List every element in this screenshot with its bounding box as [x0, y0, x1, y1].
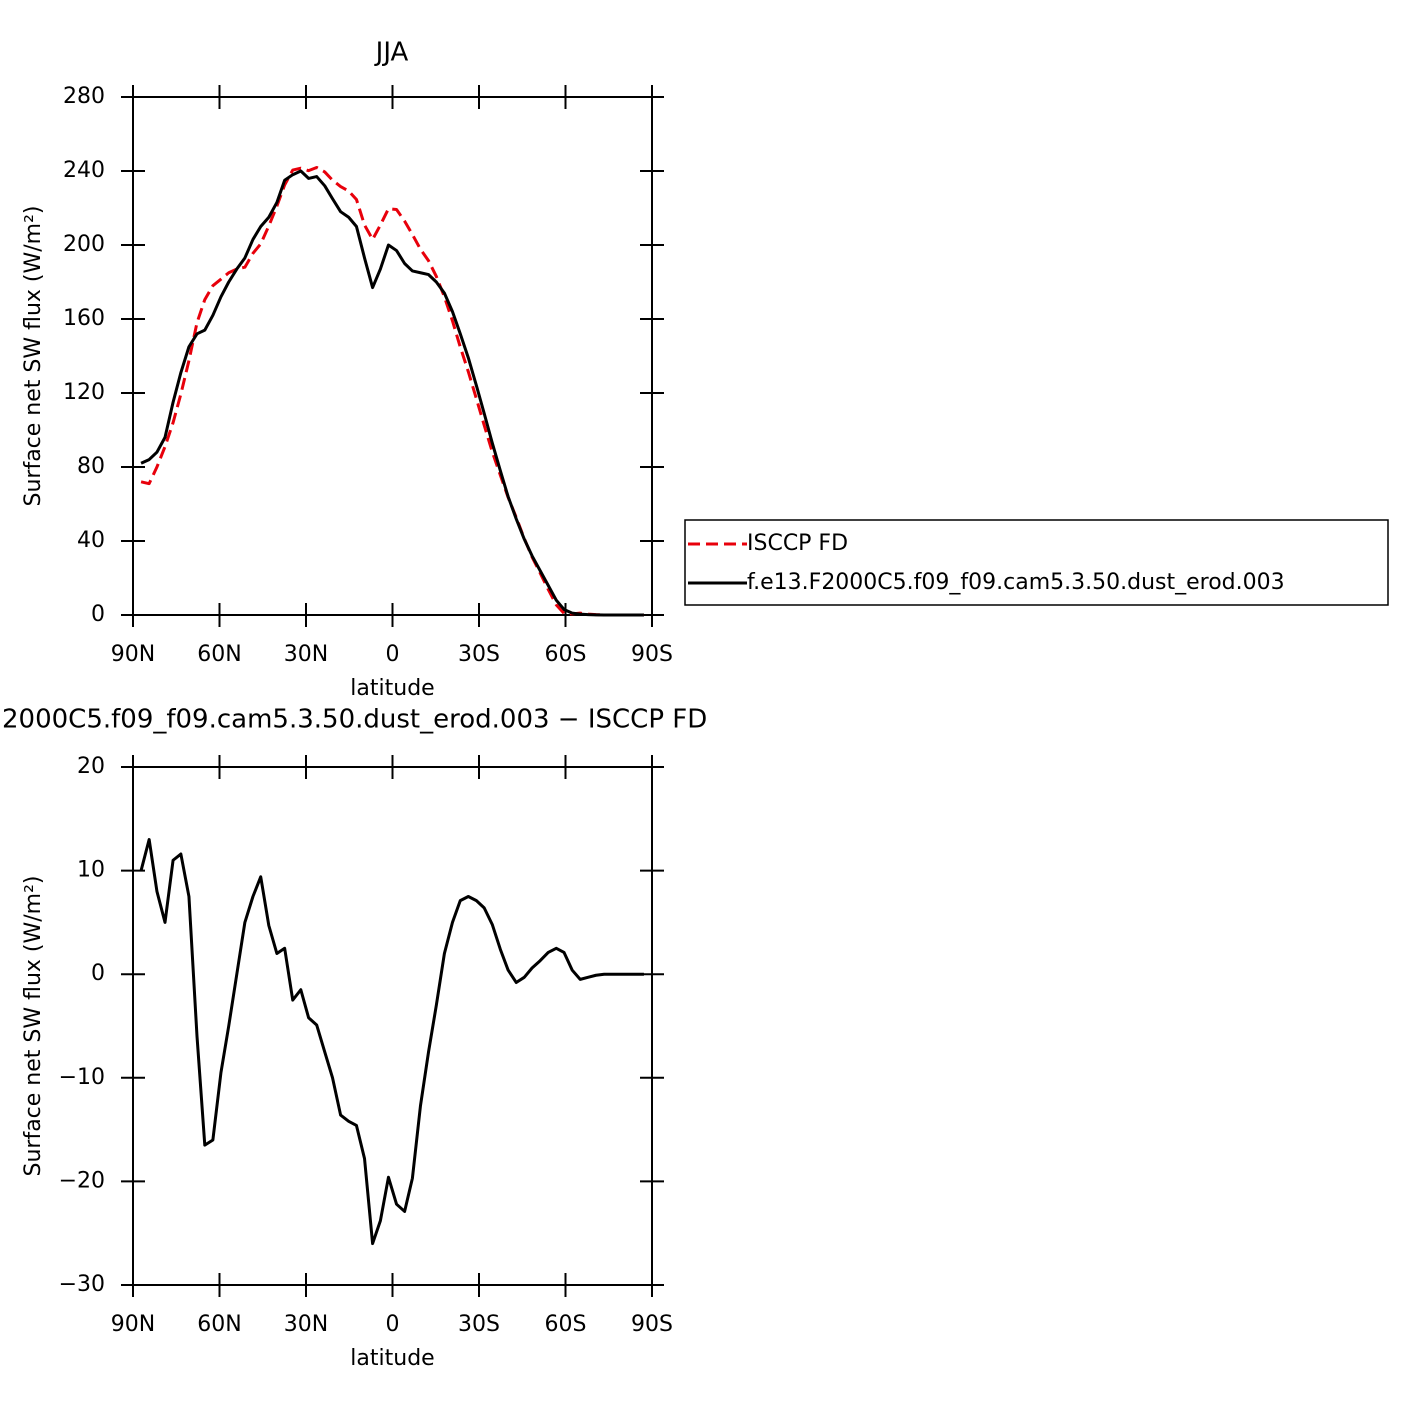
y-tick-label: 10: [77, 858, 105, 883]
chart-title: 2000C5.f09_f09.cam5.3.50.dust_erod.003 −…: [2, 705, 707, 735]
x-tick-label: 30S: [458, 642, 500, 667]
y-tick-label: 120: [63, 380, 105, 405]
y-tick-label: 160: [63, 306, 105, 331]
y-tick-label: 280: [63, 84, 105, 109]
legend-label: f.e13.F2000C5.f09_f09.cam5.3.50.dust_ero…: [747, 570, 1285, 595]
y-tick-label: 200: [63, 232, 105, 257]
data-line: [140, 169, 644, 617]
y-tick-label: 240: [63, 158, 105, 183]
x-tick-label: 60N: [197, 1312, 241, 1337]
y-axis-label: Surface net SW flux (W/m²): [21, 205, 46, 506]
legend-label: ISCCP FD: [747, 531, 848, 556]
y-tick-label: 0: [91, 602, 105, 627]
y-axis-label: Surface net SW flux (W/m²): [21, 875, 46, 1176]
legend-box: [684, 519, 1389, 606]
chart-title: JJA: [374, 38, 409, 68]
y-tick-label: 0: [91, 961, 105, 986]
y-tick-label: −10: [59, 1065, 105, 1090]
x-tick-label: 60N: [197, 642, 241, 667]
y-tick-label: 40: [77, 528, 105, 553]
x-tick-label: 30S: [458, 1312, 500, 1337]
x-axis-label: latitude: [350, 676, 434, 701]
data-line: [140, 165, 644, 617]
x-tick-label: 90S: [631, 642, 673, 667]
plot-frame: [132, 96, 653, 616]
x-tick-label: 0: [386, 1312, 400, 1337]
y-tick-label: 80: [77, 454, 105, 479]
x-tick-label: 60S: [545, 642, 587, 667]
y-tick-label: −30: [59, 1272, 105, 1297]
y-tick-label: 20: [77, 754, 105, 779]
x-tick-label: 90N: [111, 1312, 155, 1337]
x-tick-label: 60S: [545, 1312, 587, 1337]
y-tick-label: −20: [59, 1168, 105, 1193]
x-tick-label: 90S: [631, 1312, 673, 1337]
x-tick-label: 0: [386, 642, 400, 667]
x-tick-label: 90N: [111, 642, 155, 667]
x-tick-label: 30N: [284, 642, 328, 667]
x-tick-label: 30N: [284, 1312, 328, 1337]
plot-frame: [132, 766, 653, 1286]
data-line: [139, 838, 644, 1246]
x-axis-label: latitude: [350, 1346, 434, 1371]
